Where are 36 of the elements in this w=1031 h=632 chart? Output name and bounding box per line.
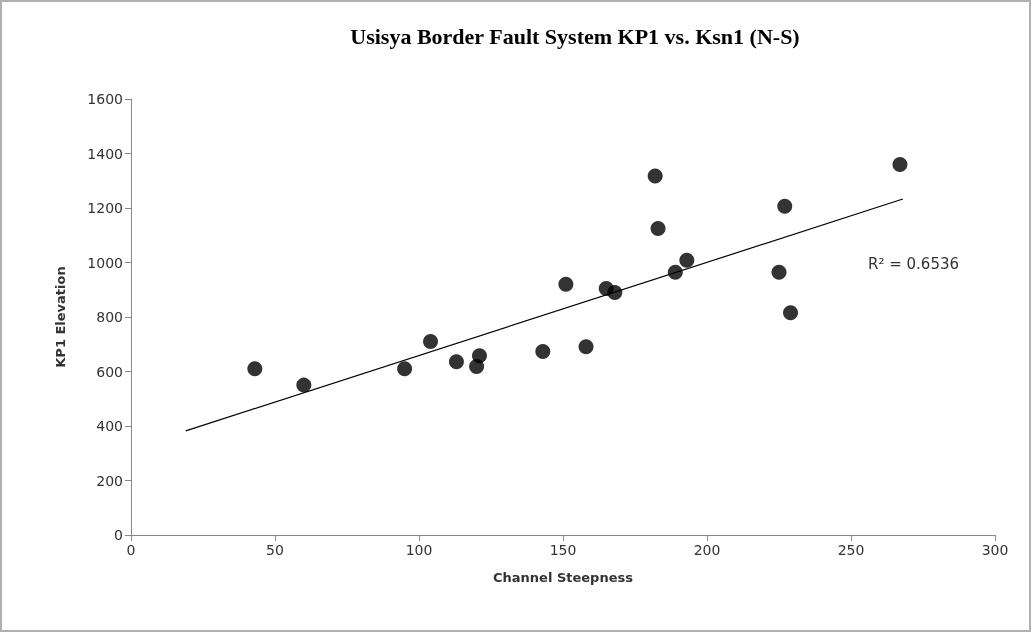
point	[650, 220, 666, 236]
y-tick-label: 600	[96, 363, 123, 380]
point	[679, 252, 695, 268]
x-tick-label: 250	[837, 542, 865, 558]
y-tick-label: 200	[96, 472, 123, 489]
y-tick-label: 1600	[87, 91, 123, 107]
x-tick-label: 200	[693, 542, 721, 558]
point	[892, 156, 908, 172]
x-tick-label: 50	[266, 542, 284, 558]
y-tick-label: 1400	[87, 145, 123, 162]
y-tick-label: 1000	[87, 254, 123, 271]
point	[247, 361, 263, 377]
point	[472, 348, 487, 364]
x-tick-label: 300	[981, 542, 1009, 558]
point	[423, 334, 439, 350]
point	[448, 354, 464, 370]
y-tick-label: 0	[114, 527, 123, 543]
point	[296, 377, 312, 393]
y-tick-label: 800	[96, 309, 123, 325]
chart-title: Usisya Border Fault System KP1 vs. Ksn1 (N-S)	[350, 23, 800, 49]
x-axis-title: Channel Steepness	[493, 570, 634, 585]
point	[647, 168, 663, 184]
point	[535, 344, 551, 360]
point	[783, 305, 799, 321]
x-tick-label: 100	[405, 542, 433, 558]
point	[771, 264, 787, 280]
y-tick-label: 1200	[87, 200, 123, 216]
annotation: R² = 0.6536	[868, 254, 960, 273]
point	[397, 361, 413, 377]
point	[777, 198, 793, 214]
x-tick-label: 0	[126, 542, 136, 558]
y-tick-label: 400	[96, 418, 123, 434]
x-tick-label: 150	[549, 542, 577, 558]
point	[578, 339, 594, 355]
point	[558, 276, 574, 292]
y-axis-title: KP1 Elevation	[53, 266, 68, 368]
